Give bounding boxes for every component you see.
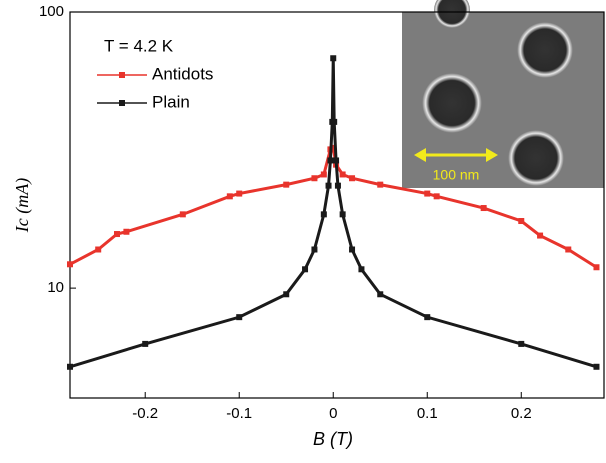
data-point [226, 193, 233, 200]
data-point [283, 291, 290, 298]
data-point [518, 340, 525, 347]
data-point [424, 314, 431, 321]
y-tick-label: 100 [39, 3, 64, 20]
legend-marker [119, 72, 125, 78]
data-point [283, 181, 290, 188]
data-point [334, 182, 341, 189]
data-point [67, 261, 73, 268]
data-point [236, 314, 243, 321]
x-axis-label: B (T) [313, 429, 353, 449]
data-point [142, 340, 149, 347]
y-axis-label: Ic (mA) [12, 178, 33, 233]
data-point [123, 228, 130, 235]
data-point [377, 291, 384, 298]
data-point [593, 264, 600, 271]
data-point [331, 118, 338, 125]
annotation: T = 4.2 K [104, 36, 174, 55]
data-point [236, 190, 243, 197]
plot-frame [69, 11, 605, 399]
data-point [433, 193, 440, 200]
data-point [339, 211, 346, 218]
data-point [424, 190, 431, 197]
x-tick-label: -0.2 [132, 405, 158, 422]
x-tick-label: -0.1 [226, 405, 252, 422]
data-point [330, 144, 337, 151]
data-point [330, 55, 337, 62]
legend-marker [119, 100, 125, 106]
x-tick-label: 0 [329, 405, 337, 422]
legend-label: Antidots [152, 64, 213, 83]
data-point [565, 246, 572, 253]
data-point [320, 171, 327, 178]
data-point [349, 246, 356, 253]
data-point [349, 175, 356, 182]
legend-label: Plain [152, 92, 190, 111]
data-point [67, 363, 73, 370]
data-point [377, 181, 384, 188]
data-point [114, 231, 121, 238]
data-point [320, 211, 327, 218]
inset-image: 100 nm [402, 0, 604, 188]
data-point [339, 171, 346, 178]
inset-scale-label: 100 nm [433, 167, 480, 183]
y-tick-label: 10 [47, 279, 64, 296]
data-point [302, 266, 309, 273]
data-point [537, 232, 544, 239]
data-point [518, 218, 525, 225]
data-point [311, 246, 318, 253]
data-point [179, 211, 186, 218]
x-tick-label: 0.2 [511, 405, 532, 422]
data-point [333, 157, 340, 164]
data-point [593, 363, 600, 370]
data-point [327, 157, 334, 164]
data-point [480, 205, 487, 212]
data-point [325, 182, 332, 189]
x-tick-label: 0.1 [417, 405, 438, 422]
data-point [311, 175, 318, 182]
data-point [358, 266, 365, 273]
data-point [95, 246, 102, 253]
